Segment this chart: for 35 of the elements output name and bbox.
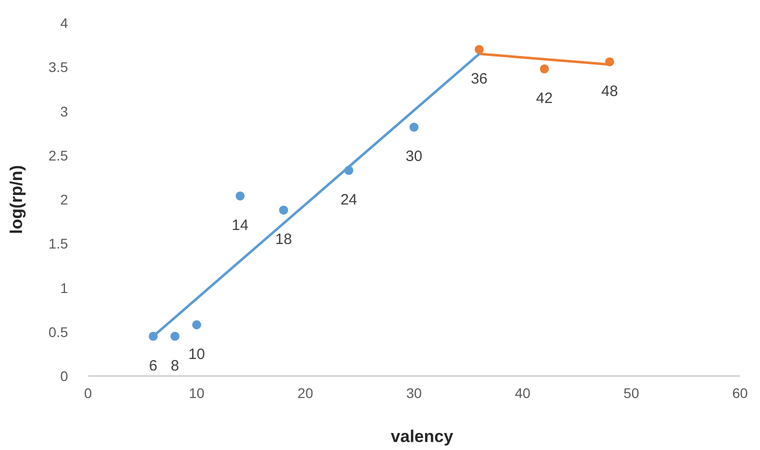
x-tick-label: 30: [406, 385, 422, 401]
y-tick-label: 1.5: [48, 236, 68, 252]
point: [474, 44, 484, 54]
point: [409, 122, 419, 132]
y-tick-label: 0: [60, 368, 68, 384]
point: [279, 206, 288, 215]
annotation: 48: [601, 82, 618, 100]
y-tick-label: 4: [60, 15, 68, 31]
annotation: 36: [470, 70, 488, 88]
annotation: 14: [232, 216, 248, 234]
x-tick-label: 40: [514, 385, 531, 401]
y-tick-label: 1: [60, 280, 68, 296]
y-tick-label: 3: [60, 103, 68, 120]
point: [192, 320, 202, 330]
x-tick-label: 20: [298, 385, 314, 401]
annotation: 18: [275, 231, 292, 248]
y-tick-label: 2.5: [48, 147, 68, 164]
y-tick-label: 2: [60, 192, 68, 208]
x-tick-label: 10: [188, 385, 205, 401]
annotation: 24: [340, 191, 358, 208]
point: [236, 191, 245, 200]
y-axis-title: log(rp/n): [7, 165, 26, 234]
annotation: 8: [170, 357, 180, 374]
point: [170, 332, 180, 341]
annotation: 30: [406, 148, 422, 166]
x-tick-label: 0: [84, 385, 92, 401]
y-tick-label: 3.5: [48, 59, 68, 76]
point: [540, 64, 549, 74]
y-tick-label: 0.5: [48, 324, 68, 340]
x-tick-label: 60: [732, 385, 748, 401]
x-tick-label: 50: [624, 385, 640, 401]
annotation: 10: [188, 346, 206, 363]
annotation: 42: [536, 90, 553, 107]
annotation: 6: [149, 357, 158, 374]
x-axis-title: valency: [390, 427, 454, 446]
